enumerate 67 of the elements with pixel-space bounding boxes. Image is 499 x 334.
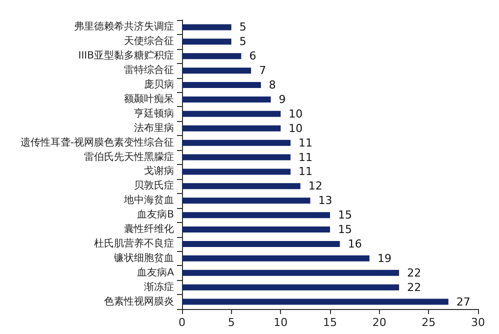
data-label: 5 <box>239 20 246 34</box>
bar <box>182 270 400 276</box>
data-label: 15 <box>338 208 352 222</box>
data-label: 13 <box>318 194 332 208</box>
data-label: 22 <box>407 280 422 294</box>
x-tick-label: 30 <box>471 316 485 329</box>
y-tick-label: 庞贝病 <box>144 78 174 91</box>
x-tick-label: 5 <box>228 316 235 329</box>
bar <box>182 125 281 132</box>
bar <box>182 198 310 204</box>
data-label: 7 <box>259 64 266 78</box>
y-tick-label: 贝敦氏症 <box>134 180 174 192</box>
y-tick-label: 血友病B <box>137 208 174 221</box>
y-tick-label: 镰状细胞贫血 <box>113 252 174 264</box>
y-tick-label: 弗里德赖希共济失调症 <box>74 20 174 33</box>
y-tick-label: 雷伯氏先天性黑朦症 <box>84 150 174 163</box>
data-label: 10 <box>288 107 303 120</box>
y-tick-label: 血友病A <box>137 266 174 278</box>
y-tick-label: IIIB亚型黏多糖贮积症 <box>78 50 174 62</box>
y-tick-label: 雷特综合征 <box>124 64 174 76</box>
y-tick-label: 地中海贫血 <box>123 194 174 206</box>
y-tick-label: 戈谢病 <box>144 165 174 178</box>
y-tick-label: 囊性纤维化 <box>124 223 174 236</box>
y-tick-label: 渐冻症 <box>144 280 174 293</box>
data-label: 11 <box>298 136 313 150</box>
y-tick-label: 杜氏肌营养不良症 <box>94 237 174 250</box>
data-label: 9 <box>278 92 286 106</box>
bar <box>182 82 261 88</box>
y-tick-label: 天使综合征 <box>124 35 174 48</box>
data-label: 5 <box>239 35 246 48</box>
bar <box>182 24 232 30</box>
bar <box>182 168 291 175</box>
data-label: 11 <box>298 150 313 164</box>
data-label: 27 <box>456 295 470 308</box>
data-label: 16 <box>348 237 362 250</box>
bar <box>182 240 340 247</box>
data-label: 8 <box>268 78 276 92</box>
x-tick-label: 20 <box>372 316 386 329</box>
y-tick-label: 遗传性耳聋-视网膜色素变性综合征 <box>20 136 174 148</box>
bar <box>182 53 242 60</box>
bar <box>182 284 400 290</box>
bar <box>182 226 330 233</box>
data-label: 12 <box>308 180 322 193</box>
data-label: 22 <box>407 266 422 280</box>
bar <box>182 38 232 45</box>
y-tick-label: 亨廷顿病 <box>134 107 174 120</box>
bar <box>182 183 300 190</box>
x-tick-label: 0 <box>178 316 186 329</box>
y-tick-label: 法布里病 <box>134 122 174 134</box>
y-tick-label: 色素性视网膜炎 <box>104 295 174 308</box>
data-label: 10 <box>288 122 303 135</box>
data-label: 19 <box>377 252 392 265</box>
bar <box>182 140 291 146</box>
bar <box>182 110 281 117</box>
bar <box>182 68 252 74</box>
bar <box>182 96 271 102</box>
bar <box>182 212 330 218</box>
data-label: 6 <box>249 50 256 63</box>
x-tick-label: 10 <box>274 316 288 329</box>
bar <box>182 154 291 160</box>
x-tick-label: 15 <box>323 316 337 329</box>
y-tick-label: 额颞叶痴呆 <box>124 92 174 105</box>
data-label: 11 <box>298 165 313 178</box>
data-label: 15 <box>338 223 352 236</box>
x-tick-label: 25 <box>422 316 436 329</box>
bar <box>182 255 370 262</box>
bar <box>182 298 448 305</box>
